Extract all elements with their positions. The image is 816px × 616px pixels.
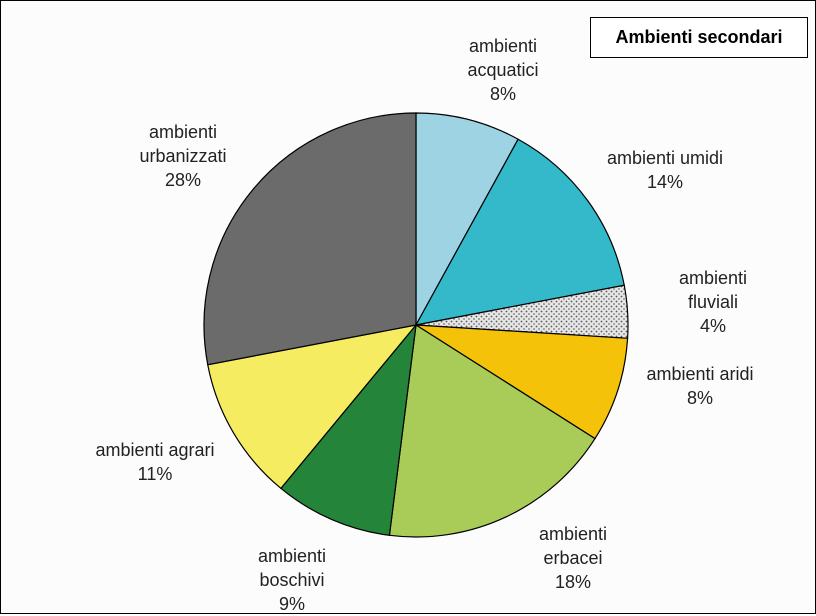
- slice-name: ambienti boschivi: [257, 546, 327, 590]
- slice-value: 28%: [164, 170, 202, 190]
- chart-title: Ambienti secondari: [590, 17, 808, 58]
- pie-slice: [207, 324, 418, 490]
- slice-value: 14%: [646, 172, 684, 192]
- pie-slice: [203, 112, 417, 366]
- slice-name: ambienti erbacei: [538, 524, 608, 568]
- slice-label: ambienti acquatici 8%: [458, 34, 548, 106]
- slice-label: ambienti boschivi 9%: [247, 544, 337, 616]
- slice-name: ambienti umidi: [606, 148, 724, 168]
- slice-value: 9%: [278, 594, 305, 614]
- slice-label: ambienti agrari 11%: [95, 438, 214, 486]
- slice-value: 4%: [699, 316, 726, 336]
- pie-slice: [388, 323, 596, 538]
- slice-name: ambienti aridi: [646, 364, 754, 384]
- pie-slice: [414, 138, 625, 326]
- slice-name: ambienti fluviali: [678, 268, 748, 312]
- pie-slice: [415, 324, 629, 440]
- slice-value: 8%: [686, 388, 713, 408]
- pie-slice: [280, 323, 417, 536]
- pie-slice: [415, 112, 519, 326]
- slice-value: 11%: [137, 464, 173, 484]
- slice-label: ambienti umidi 14%: [607, 146, 723, 194]
- slice-name: ambienti agrari: [95, 440, 215, 460]
- slice-value: 18%: [554, 572, 592, 592]
- slice-label: ambienti aridi 8%: [646, 362, 753, 410]
- slice-value: 8%: [489, 84, 516, 104]
- slice-label: ambienti urbanizzati 28%: [128, 120, 238, 192]
- slice-name: ambienti acquatici: [467, 36, 539, 80]
- slice-label: ambienti erbacei 18%: [528, 522, 618, 594]
- slice-name: ambienti urbanizzati: [139, 122, 227, 166]
- slice-label: ambienti fluviali 4%: [662, 266, 765, 338]
